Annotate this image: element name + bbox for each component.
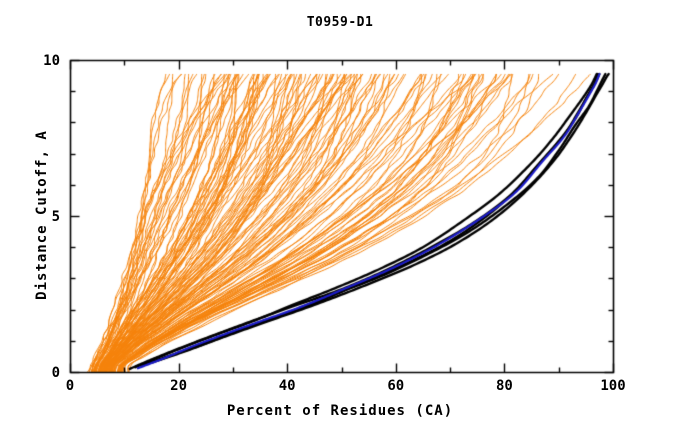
page-title: T0959-D1 <box>306 15 374 30</box>
x-tick-label-60: 60 <box>387 378 405 394</box>
x-tick-label-80: 80 <box>495 378 513 394</box>
x-tick-label-0: 0 <box>65 378 75 394</box>
x-axis-label: Percent of Residues (CA) <box>226 403 454 419</box>
y-tick-label-10: 10 <box>43 53 60 69</box>
x-tick-label-20: 20 <box>170 378 188 394</box>
x-tick-label-100: 100 <box>600 378 626 394</box>
y-tick-label-0: 0 <box>51 365 60 381</box>
y-tick-label-5: 5 <box>51 209 60 225</box>
x-tick-label-40: 40 <box>278 378 296 394</box>
